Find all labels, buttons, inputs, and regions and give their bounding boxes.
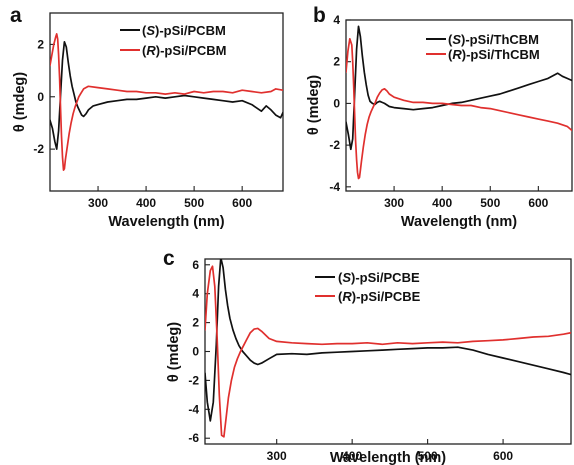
y-tick-label: -2 [329,138,340,152]
panel-c: c 300 400 500 600 6 4 2 0 -2 -4 -6 (S)-pSi/PCBE (… [163,247,572,465]
panel-b-x-axis-title: Wavelength (nm) [401,214,517,230]
panel-c-legend: (S)-pSi/PCBE (R)-pSi/PCBE [315,270,421,304]
panel-a: a 300 400 500 600 2 0 -2 (S)-pSi/PCBM (R)-pSi… [10,4,284,230]
legend-label-s: (S)-pSi/PCBM [142,23,226,38]
panel-c-x-axis-title: Wavelength (nm) [330,450,446,465]
x-tick-label: 300 [88,196,108,210]
y-tick-label: 0 [333,96,340,110]
y-tick-label: 4 [333,13,340,27]
x-tick-label: 600 [232,196,252,210]
y-tick-label: -2 [188,373,199,387]
panel-b-plot-frame [345,19,573,192]
x-tick-label: 500 [418,449,438,463]
series-line-r [50,33,283,171]
series-line-s [346,25,572,151]
x-tick-label: 500 [480,196,500,210]
series-line-r [346,37,572,180]
legend-label-s: (S)-pSi/ThCBM [448,32,539,47]
panel-a-plot-frame [49,12,284,192]
panel-b-y-axis-title: θ (mdeg) [306,75,322,135]
y-tick-label: -6 [188,431,199,445]
y-tick-label: -2 [33,142,44,156]
legend-label-r: (R)-pSi/PCBM [142,43,227,58]
x-tick-label: 500 [184,196,204,210]
x-tick-label: 400 [136,196,156,210]
panel-a-y-axis-title: θ (mdeg) [12,72,28,132]
x-tick-label: 400 [432,196,452,210]
panel-c-letter: c [163,247,175,270]
y-tick-label: 2 [333,55,340,69]
panel-a-x-tick-labels: 300 400 500 600 [88,196,252,210]
panel-b-x-tick-labels: 300 400 500 600 [384,196,549,210]
y-tick-label: -4 [329,180,340,194]
panel-c-plot-frame [204,258,572,445]
panel-c-series-lines [205,259,571,438]
y-tick-label: 0 [37,90,44,104]
x-tick-label: 300 [267,449,287,463]
panel-a-letter: a [10,4,22,27]
panel-a-ticks [50,43,243,191]
panel-b-letter: b [313,4,326,27]
x-tick-label: 600 [493,449,513,463]
panel-a-y-tick-labels: 2 0 -2 [33,37,44,156]
panel-b-legend: (S)-pSi/ThCBM (R)-pSi/ThCBM [426,32,540,62]
panel-a-legend: (S)-pSi/PCBM (R)-pSi/PCBM [120,23,227,58]
panel-b: b 300 400 500 600 4 2 0 -2 -4 (S)-pSi/ThCBM (R)… [306,4,573,230]
panel-b-series-lines [346,25,572,180]
y-tick-label: 0 [192,345,199,359]
legend-label-s: (S)-pSi/PCBE [338,270,420,285]
panel-c-y-tick-labels: 6 4 2 0 -2 -4 -6 [188,258,199,445]
x-tick-label: 300 [384,196,404,210]
y-tick-label: 2 [37,37,44,51]
panel-a-series-lines [50,33,283,171]
y-tick-label: 2 [192,316,199,330]
legend-label-r: (R)-pSi/PCBE [338,289,421,304]
series-line-s [50,40,283,150]
y-tick-label: 6 [192,258,199,272]
series-line-s [205,259,571,422]
panel-c-x-tick-labels: 300 400 500 600 [267,449,514,463]
x-tick-label: 400 [342,449,362,463]
panel-a-x-axis-title: Wavelength (nm) [108,214,224,230]
series-line-r [205,265,571,438]
y-tick-label: -4 [188,402,199,416]
y-tick-label: 4 [192,287,199,301]
legend-label-r: (R)-pSi/ThCBM [448,47,540,62]
panel-c-y-axis-title: θ (mdeg) [166,322,182,382]
panel-b-y-tick-labels: 4 2 0 -2 -4 [329,13,340,194]
x-tick-label: 600 [528,196,548,210]
